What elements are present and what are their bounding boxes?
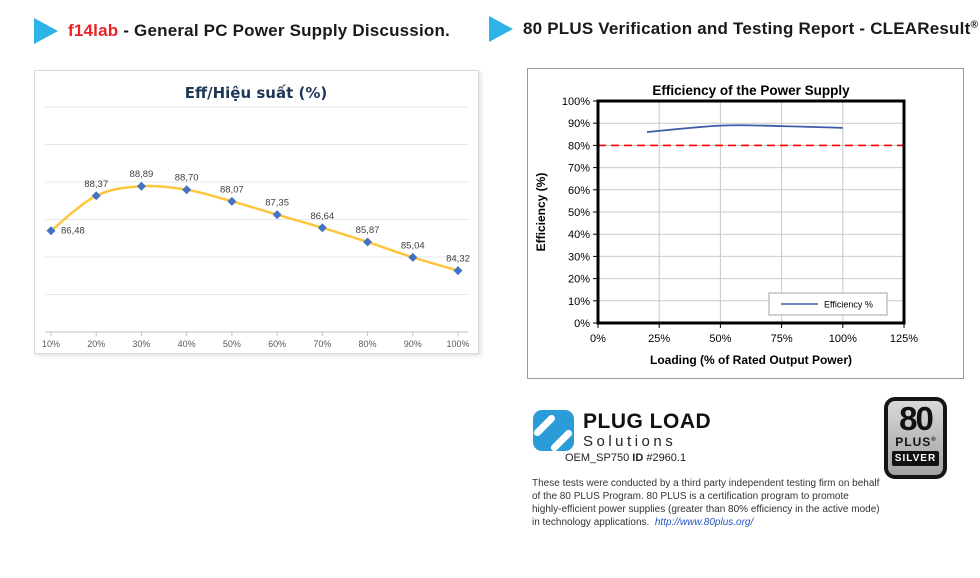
y-axis-label: Efficiency (%) [534, 173, 548, 252]
y-tick-label: 40% [568, 229, 590, 241]
chart-title: Efficiency of the Power Supply [652, 83, 850, 98]
logo-subtitle: Solutions [583, 433, 677, 450]
x-tick-label: 90% [404, 339, 422, 349]
data-label: 86,64 [310, 211, 334, 222]
bullet-arrow-icon [489, 16, 513, 42]
x-tick-label: 30% [132, 339, 150, 349]
x-tick-label: 80% [359, 339, 377, 349]
id-label: ID [632, 452, 644, 464]
legend-box [768, 292, 888, 316]
data-label: 84,32 [446, 254, 470, 265]
id-value: #2960.1 [646, 452, 687, 464]
vi-efficiency-chart-panel: Eff/Hiệu suất (%) 86,48 10% 88,37 20% 88,89 30… [34, 70, 479, 354]
y-tick-label: 100% [562, 96, 590, 108]
data-label: 88,89 [130, 169, 154, 180]
x-tick-label: 100% [446, 339, 469, 349]
data-label: 86,48 [61, 226, 85, 237]
registered-mark: ® [970, 19, 979, 31]
header-left: f14lab - General PC Power Supply Discuss… [34, 18, 450, 44]
data-label: 87,35 [265, 198, 289, 209]
badge-inner: 80 PLUS® SILVER [888, 401, 943, 475]
data-point-marker [272, 210, 282, 220]
data-point-marker [182, 185, 192, 195]
brand-name: f14lab [68, 21, 119, 40]
badge-number: 80 [899, 400, 934, 437]
x-tick-label: 60% [268, 339, 286, 349]
badge-plus-label: PLUS® [895, 434, 935, 448]
data-point-marker [136, 181, 146, 191]
x-tick-label: 50% [223, 339, 241, 349]
vi-efficiency-chart-svg: Eff/Hiệu suất (%) 86,48 10% 88,37 20% 88,89 30… [42, 84, 470, 349]
y-tick-label: 10% [568, 296, 590, 308]
x-tick-label: 20% [87, 339, 105, 349]
header-right-title: 80 PLUS Verification and Testing Report … [523, 19, 978, 39]
y-tick-label: 50% [568, 207, 590, 219]
data-point-marker [408, 252, 418, 262]
plug-load-logo-icon [533, 410, 574, 451]
efficiency-line [646, 124, 843, 133]
y-tick-label: 70% [568, 163, 590, 175]
data-point-marker [363, 237, 373, 247]
report-id-line: OEM_SP750 ID #2960.1 [565, 452, 686, 464]
efficiency-line [49, 184, 460, 272]
y-tick-label: 90% [568, 118, 590, 130]
y-tick-label: 30% [568, 251, 590, 263]
logo-slash [549, 428, 574, 451]
data-label: 85,04 [401, 240, 425, 251]
y-tick-label: 20% [568, 274, 590, 286]
badge-tier-label: SILVER [892, 451, 939, 466]
header-right-text: 80 PLUS Verification and Testing Report … [523, 19, 971, 38]
plug-load-solutions-logo: PLUG LOAD Solutions [533, 410, 711, 451]
data-label: 85,87 [356, 225, 380, 236]
80plus-link[interactable]: http://www.80plus.org/ [654, 517, 754, 528]
data-point-marker [91, 191, 101, 201]
data-label: 88,70 [175, 173, 199, 184]
y-tick-label: 80% [568, 140, 590, 152]
plug-load-logo-text: PLUG LOAD Solutions [583, 410, 711, 451]
data-point-marker [317, 223, 327, 233]
legend-label: Efficiency % [824, 300, 873, 310]
x-tick-label: 100% [829, 333, 857, 345]
80plus-efficiency-chart-svg: Efficiency of the Power Supply 0% 10% 20% 30… [534, 83, 918, 367]
badge-plus-text: PLUS [895, 435, 932, 449]
y-tick-label: 60% [568, 185, 590, 197]
data-point-marker [227, 196, 237, 206]
model-name: OEM_SP750 [565, 452, 630, 464]
disclaimer-body: These tests were conducted by a third pa… [532, 478, 880, 528]
x-tick-label: 25% [648, 333, 670, 345]
x-tick-label: 50% [709, 333, 731, 345]
data-point-marker [46, 226, 56, 236]
x-axis-label: Loading (% of Rated Output Power) [650, 353, 852, 367]
data-label: 88,07 [220, 184, 244, 195]
logo-title: PLUG LOAD [583, 410, 712, 433]
disclaimer-text: These tests were conducted by a third pa… [532, 477, 881, 529]
x-tick-label: 75% [771, 333, 793, 345]
bullet-arrow-icon [34, 18, 58, 44]
x-tick-label: 40% [178, 339, 196, 349]
badge-reg-mark: ® [931, 437, 936, 443]
y-tick-label: 0% [574, 318, 590, 330]
chart-title: Eff/Hiệu suất (%) [185, 84, 328, 102]
header-right: 80 PLUS Verification and Testing Report … [489, 16, 978, 42]
data-label: 88,37 [84, 179, 108, 190]
data-point-marker [453, 266, 463, 276]
x-tick-label: 70% [313, 339, 331, 349]
80plus-silver-badge: 80 PLUS® SILVER [884, 397, 947, 479]
header-left-rest: - General PC Power Supply Discussion. [118, 21, 450, 40]
x-tick-label: 125% [890, 333, 918, 345]
header-left-title: f14lab - General PC Power Supply Discuss… [68, 21, 450, 41]
x-tick-label: 10% [42, 339, 60, 349]
80plus-efficiency-chart-panel: Efficiency of the Power Supply 0% 10% 20% 30… [527, 68, 964, 379]
x-tick-label: 0% [590, 333, 606, 345]
logo-slash [533, 413, 557, 438]
